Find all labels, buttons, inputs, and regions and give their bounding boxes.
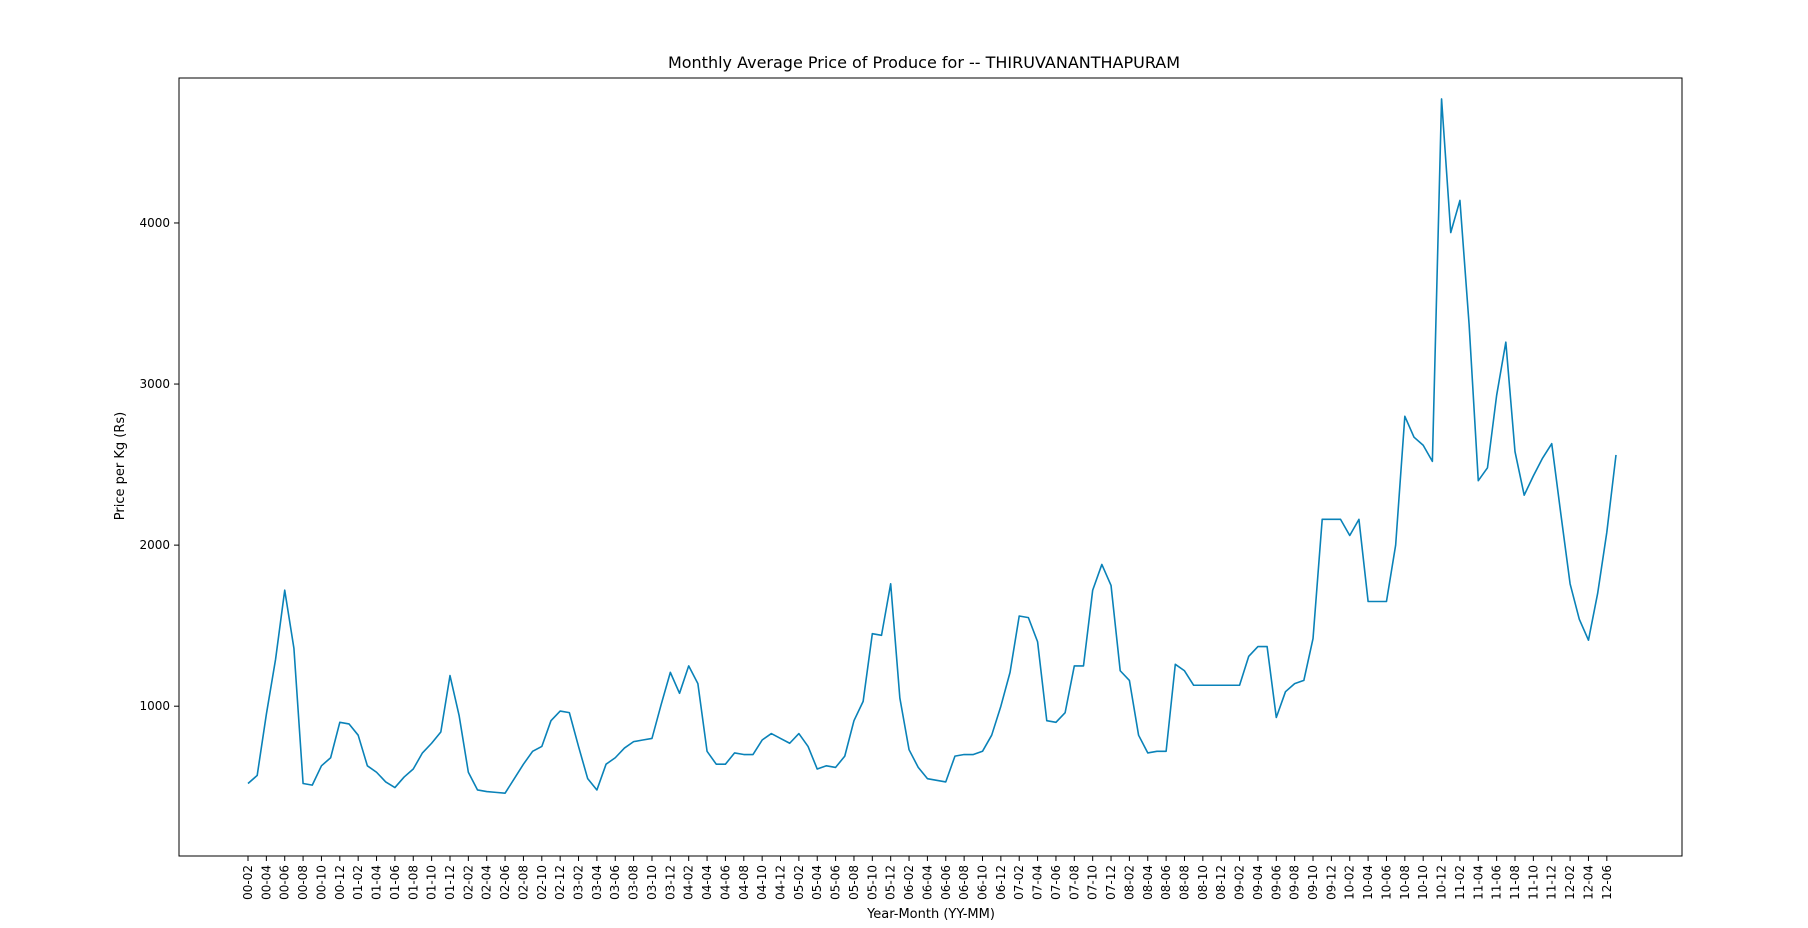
x-tick-label: 03-08 [627,865,641,900]
x-tick-label: 06-06 [939,865,953,900]
x-tick-label: 05-08 [847,865,861,900]
x-tick-label: 10-02 [1343,865,1357,900]
x-tick-label: 11-06 [1490,865,1504,900]
x-tick-label: 07-08 [1067,865,1081,900]
x-tick-label: 02-08 [516,865,530,900]
x-tick-label: 12-02 [1563,865,1577,900]
x-tick-label: 05-12 [884,865,898,900]
x-tick-label: 01-12 [443,865,457,900]
x-tick-label: 09-08 [1288,865,1302,900]
x-tick-label: 04-02 [682,865,696,900]
x-tick-label: 05-04 [810,865,824,900]
x-tick-label: 07-04 [1031,865,1045,900]
x-tick-label: 06-10 [975,865,989,900]
x-tick-label: 10-10 [1416,865,1430,900]
x-tick-label: 02-02 [461,865,475,900]
x-tick-label: 01-10 [425,865,439,900]
x-tick-label: 03-06 [608,865,622,900]
y-tick-label: 4000 [139,216,170,230]
y-tick-label: 1000 [139,699,170,713]
x-tick-label: 01-02 [351,865,365,900]
y-axis-title: Price per Kg (Rs) [113,412,128,520]
y-tick-label: 3000 [139,377,170,391]
chart-title: Monthly Average Price of Produce for -- … [668,53,1180,72]
x-tick-label: 07-10 [1086,865,1100,900]
x-tick-label: 06-04 [920,865,934,900]
x-tick-label: 00-08 [296,865,310,900]
x-tick-label: 01-04 [370,865,384,900]
x-tick-label: 11-10 [1526,865,1540,900]
x-tick-label: 03-02 [572,865,586,900]
x-tick-label: 00-02 [241,865,255,900]
x-tick-label: 08-08 [1177,865,1191,900]
x-tick-label: 10-08 [1398,865,1412,900]
x-tick-label: 05-06 [829,865,843,900]
x-tick-label: 10-12 [1435,865,1449,900]
x-tick-label: 10-04 [1361,865,1375,900]
x-tick-label: 01-06 [388,865,402,900]
x-tick-label: 04-06 [718,865,732,900]
x-tick-label: 11-08 [1508,865,1522,900]
x-tick-label: 08-10 [1196,865,1210,900]
y-tick-label: 2000 [139,538,170,552]
x-tick-label: 09-10 [1306,865,1320,900]
x-tick-label: 06-12 [994,865,1008,900]
x-tick-label: 12-04 [1581,865,1595,900]
x-axis-ticks: 00-02 00-04 00-06 00-08 00-10 00-12 01-02 01-04… [241,856,1614,900]
x-tick-label: 08-02 [1122,865,1136,900]
x-tick-label: 04-12 [774,865,788,900]
y-axis-ticks: 1000 2000 3000 4000 [139,216,179,713]
x-tick-label: 00-12 [333,865,347,900]
x-tick-label: 10-06 [1379,865,1393,900]
x-tick-label: 11-04 [1471,865,1485,900]
x-tick-label: 03-04 [590,865,604,900]
x-tick-label: 08-12 [1214,865,1228,900]
x-tick-label: 03-12 [663,865,677,900]
x-tick-label: 02-04 [480,865,494,900]
x-tick-label: 02-10 [535,865,549,900]
x-tick-label: 06-08 [957,865,971,900]
x-tick-label: 11-12 [1545,865,1559,900]
x-tick-label: 05-02 [792,865,806,900]
x-tick-label: 07-02 [1012,865,1026,900]
x-tick-label: 00-06 [278,865,292,900]
price-series-line [247,98,1617,794]
x-tick-label: 04-10 [755,865,769,900]
x-tick-label: 05-10 [865,865,879,900]
x-tick-label: 07-06 [1049,865,1063,900]
plot-frame [178,77,1683,857]
x-tick-label: 06-02 [902,865,916,900]
x-tick-label: 00-10 [314,865,328,900]
x-tick-label: 09-02 [1233,865,1247,900]
x-tick-label: 02-06 [498,865,512,900]
x-tick-label: 04-04 [700,865,714,900]
x-tick-label: 11-02 [1453,865,1467,900]
x-tick-label: 02-12 [553,865,567,900]
x-axis-title: Year-Month (YY-MM) [866,907,995,922]
x-tick-label: 08-06 [1159,865,1173,900]
x-tick-label: 08-04 [1141,865,1155,900]
x-tick-label: 04-08 [737,865,751,900]
x-tick-label: 09-06 [1269,865,1283,900]
x-tick-label: 07-12 [1104,865,1118,900]
x-tick-label: 03-10 [645,865,659,900]
x-tick-label: 09-04 [1251,865,1265,900]
x-tick-label: 01-08 [406,865,420,900]
x-tick-label: 12-06 [1600,865,1614,900]
x-tick-label: 00-04 [259,865,273,900]
x-tick-label: 09-12 [1324,865,1338,900]
